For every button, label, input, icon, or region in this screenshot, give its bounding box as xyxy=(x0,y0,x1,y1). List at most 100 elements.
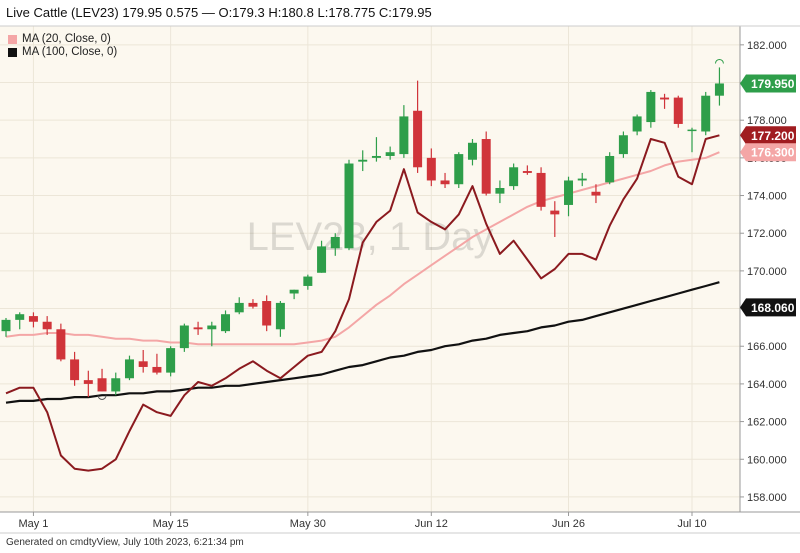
candle xyxy=(550,201,560,237)
candle-body xyxy=(577,178,587,181)
legend-item-ma20[interactable]: MA (20, Close, 0) xyxy=(8,33,111,45)
legend-label-ma20: MA (20, Close, 0) xyxy=(22,33,111,45)
candle xyxy=(1,317,11,337)
legend-item-ma100[interactable]: MA (100, Close, 0) xyxy=(8,46,117,58)
candle xyxy=(481,131,491,196)
candle-body xyxy=(550,210,560,215)
candle xyxy=(509,163,519,190)
candle-body xyxy=(687,129,697,132)
candle xyxy=(577,172,587,187)
candle xyxy=(413,80,423,173)
candle xyxy=(522,165,532,175)
candle-body xyxy=(481,139,491,194)
candle xyxy=(275,301,285,337)
candle-body xyxy=(248,302,258,307)
candle-body xyxy=(495,188,505,194)
y-tick-label: 164.000 xyxy=(747,379,787,391)
candle-body xyxy=(1,319,11,332)
x-tick-label: May 15 xyxy=(153,518,189,530)
candle-body xyxy=(289,289,299,294)
candle-body xyxy=(660,97,670,100)
candle xyxy=(591,184,601,204)
ma20-line xyxy=(5,151,720,346)
candle-body xyxy=(646,91,656,123)
candle xyxy=(248,299,258,309)
candle xyxy=(330,233,340,256)
oscillator-line xyxy=(5,134,720,472)
candle xyxy=(70,351,80,386)
candle-body xyxy=(344,163,354,249)
candle xyxy=(179,323,189,352)
candle-body xyxy=(234,302,244,313)
candle xyxy=(632,114,642,136)
candle-body xyxy=(152,366,162,373)
candle-body xyxy=(618,135,628,155)
candle xyxy=(138,350,148,373)
candle xyxy=(646,90,656,128)
y-tick-label: 166.000 xyxy=(747,341,787,353)
price-label-box xyxy=(740,126,796,145)
price-label: 177.200 xyxy=(740,126,796,145)
candle-body xyxy=(413,110,423,168)
candle xyxy=(467,139,477,166)
candle xyxy=(317,240,327,273)
price-label-text: 168.060 xyxy=(751,301,795,315)
candle xyxy=(701,91,711,136)
candle xyxy=(660,93,670,109)
candle xyxy=(234,297,244,315)
candle-body xyxy=(426,157,436,181)
candle xyxy=(15,312,25,330)
candle-body xyxy=(70,359,80,381)
y-tick-label: 172.000 xyxy=(747,228,787,240)
candle-body xyxy=(371,155,381,158)
candle xyxy=(440,172,450,188)
ma20-swatch-icon xyxy=(8,34,17,44)
x-tick-label: May 30 xyxy=(290,518,326,530)
candle xyxy=(371,137,381,162)
candle-body xyxy=(275,302,285,330)
candle-body xyxy=(138,361,148,367)
candle-body xyxy=(564,180,574,205)
candle xyxy=(193,321,203,335)
candle-body xyxy=(440,180,450,185)
candle-body xyxy=(399,116,409,155)
candle xyxy=(673,95,683,128)
price-label: 176.300 xyxy=(740,143,796,162)
candle-body xyxy=(358,159,368,162)
candle-body xyxy=(97,378,107,392)
candle xyxy=(97,368,107,392)
candle-body xyxy=(605,155,615,183)
candle-body xyxy=(467,142,477,160)
candle xyxy=(454,152,464,188)
candle-body xyxy=(179,325,189,349)
candle-body xyxy=(124,359,134,379)
price-label-box xyxy=(740,74,796,93)
candle-body xyxy=(56,329,66,360)
candle xyxy=(42,316,52,335)
watermark: LEV23, 1 Day xyxy=(247,215,494,259)
price-label-box xyxy=(740,143,796,162)
candle-body xyxy=(221,314,231,332)
legend-label-ma100: MA (100, Close, 0) xyxy=(22,46,118,58)
candle xyxy=(495,180,505,204)
candle-body xyxy=(15,314,25,320)
candle-body xyxy=(42,321,52,330)
candle-body xyxy=(509,167,519,187)
ma100-swatch-icon xyxy=(8,47,17,57)
candle xyxy=(687,127,697,153)
candle xyxy=(207,321,217,347)
candle-body xyxy=(591,191,601,196)
y-tick-label: 170.000 xyxy=(747,266,787,278)
candle-body xyxy=(701,95,711,132)
candle xyxy=(385,146,395,160)
y-tick-label: 158.000 xyxy=(747,492,787,504)
candle-body xyxy=(632,116,642,132)
candle-body xyxy=(83,380,93,384)
candle xyxy=(166,346,176,377)
candle-body xyxy=(714,83,724,96)
price-label-text: 176.300 xyxy=(751,146,795,160)
candle xyxy=(303,274,313,290)
price-label-box xyxy=(740,298,796,317)
ma100-line xyxy=(5,281,720,404)
